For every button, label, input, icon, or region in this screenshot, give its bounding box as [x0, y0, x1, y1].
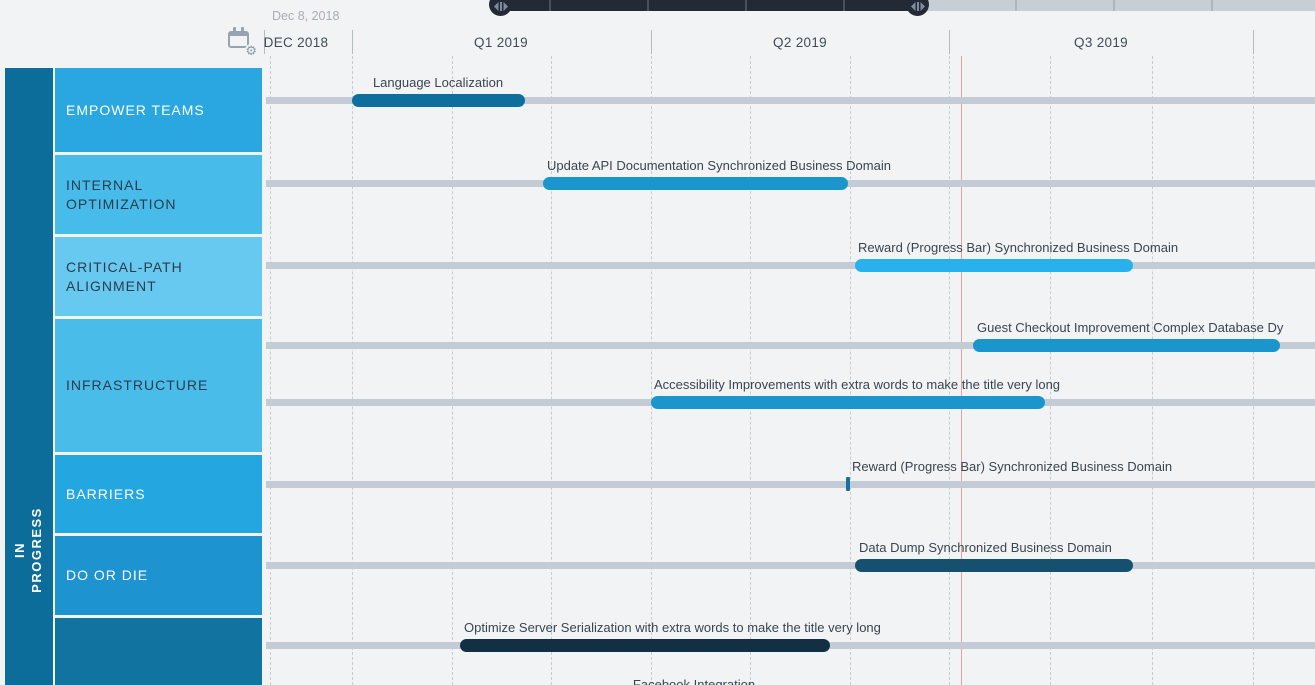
row-track — [266, 562, 1315, 569]
sidebar-lane-empower-teams[interactable]: EMPOWER TEAMS — [55, 68, 262, 152]
scrubber-tick — [843, 0, 845, 11]
lane-label: EMPOWER TEAMS — [66, 101, 205, 118]
scrubber-right-handle[interactable] — [906, 0, 929, 16]
status-group-strip — [5, 68, 53, 685]
scrubber-remaining-range[interactable] — [917, 0, 1315, 11]
calendar-settings-button[interactable]: ⚙ — [225, 27, 257, 57]
task-label: Reward (Progress Bar) Synchronized Busin… — [852, 459, 1173, 474]
month-gridline — [750, 56, 751, 685]
lane-label: CRITICAL-PATH ALIGNMENT — [66, 258, 183, 294]
scrubber-selected-range[interactable] — [500, 0, 917, 11]
row-track — [266, 481, 1315, 488]
header-column-q3-2019: Q3 2019 — [1074, 35, 1128, 50]
task-bar-reward-progress-bar[interactable] — [855, 259, 1133, 272]
header-tick — [352, 30, 353, 54]
task-bar-language-localization[interactable] — [352, 94, 525, 107]
scrubber-tick — [647, 0, 649, 11]
month-gridline — [551, 56, 552, 685]
header-column-q2-2019: Q2 2019 — [773, 35, 827, 50]
task-label: Guest Checkout Improvement Complex Datab… — [977, 320, 1284, 335]
task-label: Optimize Server Serialization with extra… — [464, 620, 881, 635]
sidebar-lane-internal-optimization[interactable]: INTERNAL OPTIMIZATION — [55, 155, 262, 234]
timeline-canvas: DEC 2018 Q1 2019 Q2 2019 Q3 2019 Languag… — [262, 0, 1315, 685]
month-gridline — [1050, 56, 1051, 685]
sidebar-lane-do-or-die[interactable]: DO OR DIE — [55, 536, 262, 615]
task-label: Data Dump Synchronized Business Domain — [859, 540, 1112, 555]
drag-horizontal-icon — [910, 2, 925, 11]
month-gridline — [850, 56, 851, 685]
header-column-q1-2019: Q1 2019 — [474, 35, 528, 50]
month-gridline — [1152, 56, 1153, 685]
task-bar-accessibility-improvements[interactable] — [651, 396, 1045, 409]
lane-label: BARRIERS — [66, 485, 146, 502]
scrubber-left-handle[interactable] — [489, 0, 512, 16]
scrubber-tick — [1015, 0, 1017, 11]
sidebar-lane-barriers[interactable]: BARRIERS — [55, 455, 262, 533]
status-group-label: IN PROGRESS — [12, 507, 44, 593]
month-gridline — [1253, 56, 1254, 685]
drag-horizontal-icon — [493, 2, 508, 11]
scrubber-tick — [1211, 0, 1213, 11]
header-column-dec-2018: DEC 2018 — [263, 35, 329, 50]
scrubber-tick — [549, 0, 551, 11]
timeline-start-date: Dec 8, 2018 — [272, 9, 340, 23]
header-tick — [264, 30, 265, 54]
task-label: Accessibility Improvements with extra wo… — [654, 377, 1061, 392]
sidebar-lane-infrastructure[interactable]: INFRASTRUCTURE — [55, 319, 262, 452]
task-bar-reward-progress-bar-milestone[interactable] — [846, 477, 850, 491]
lane-label: INFRASTRUCTURE — [66, 377, 209, 394]
header-tick — [949, 30, 950, 54]
row-track — [266, 262, 1315, 269]
month-gridline — [651, 56, 652, 685]
scrubber-tick — [745, 0, 747, 11]
task-bar-optimize-server-serialization[interactable] — [460, 639, 830, 652]
task-label: Reward (Progress Bar) Synchronized Busin… — [858, 240, 1179, 255]
row-track — [266, 97, 1315, 104]
scrubber-tick — [1113, 0, 1115, 11]
task-label: Facebook Integration — [632, 677, 756, 685]
sidebar-lane-critical-path-alignment[interactable]: CRITICAL-PATH ALIGNMENT — [55, 237, 262, 316]
sidebar-lane-unlabeled[interactable] — [55, 618, 262, 685]
task-label: Update API Documentation Synchronized Bu… — [547, 158, 891, 173]
month-gridline — [270, 56, 271, 685]
task-bar-guest-checkout-improvement[interactable] — [973, 339, 1280, 352]
month-gridline — [452, 56, 453, 685]
header-tick — [651, 30, 652, 54]
lane-label: DO OR DIE — [66, 567, 149, 584]
month-gridline — [949, 56, 950, 685]
today-line — [961, 56, 962, 685]
task-bar-update-api-documentation[interactable] — [543, 177, 848, 190]
month-gridline — [352, 56, 353, 685]
task-bar-data-dump[interactable] — [855, 559, 1133, 572]
lane-label: INTERNAL OPTIMIZATION — [66, 176, 177, 212]
task-label: Language Localization — [372, 75, 504, 90]
header-tick — [1253, 30, 1254, 54]
row-track — [266, 342, 1315, 349]
